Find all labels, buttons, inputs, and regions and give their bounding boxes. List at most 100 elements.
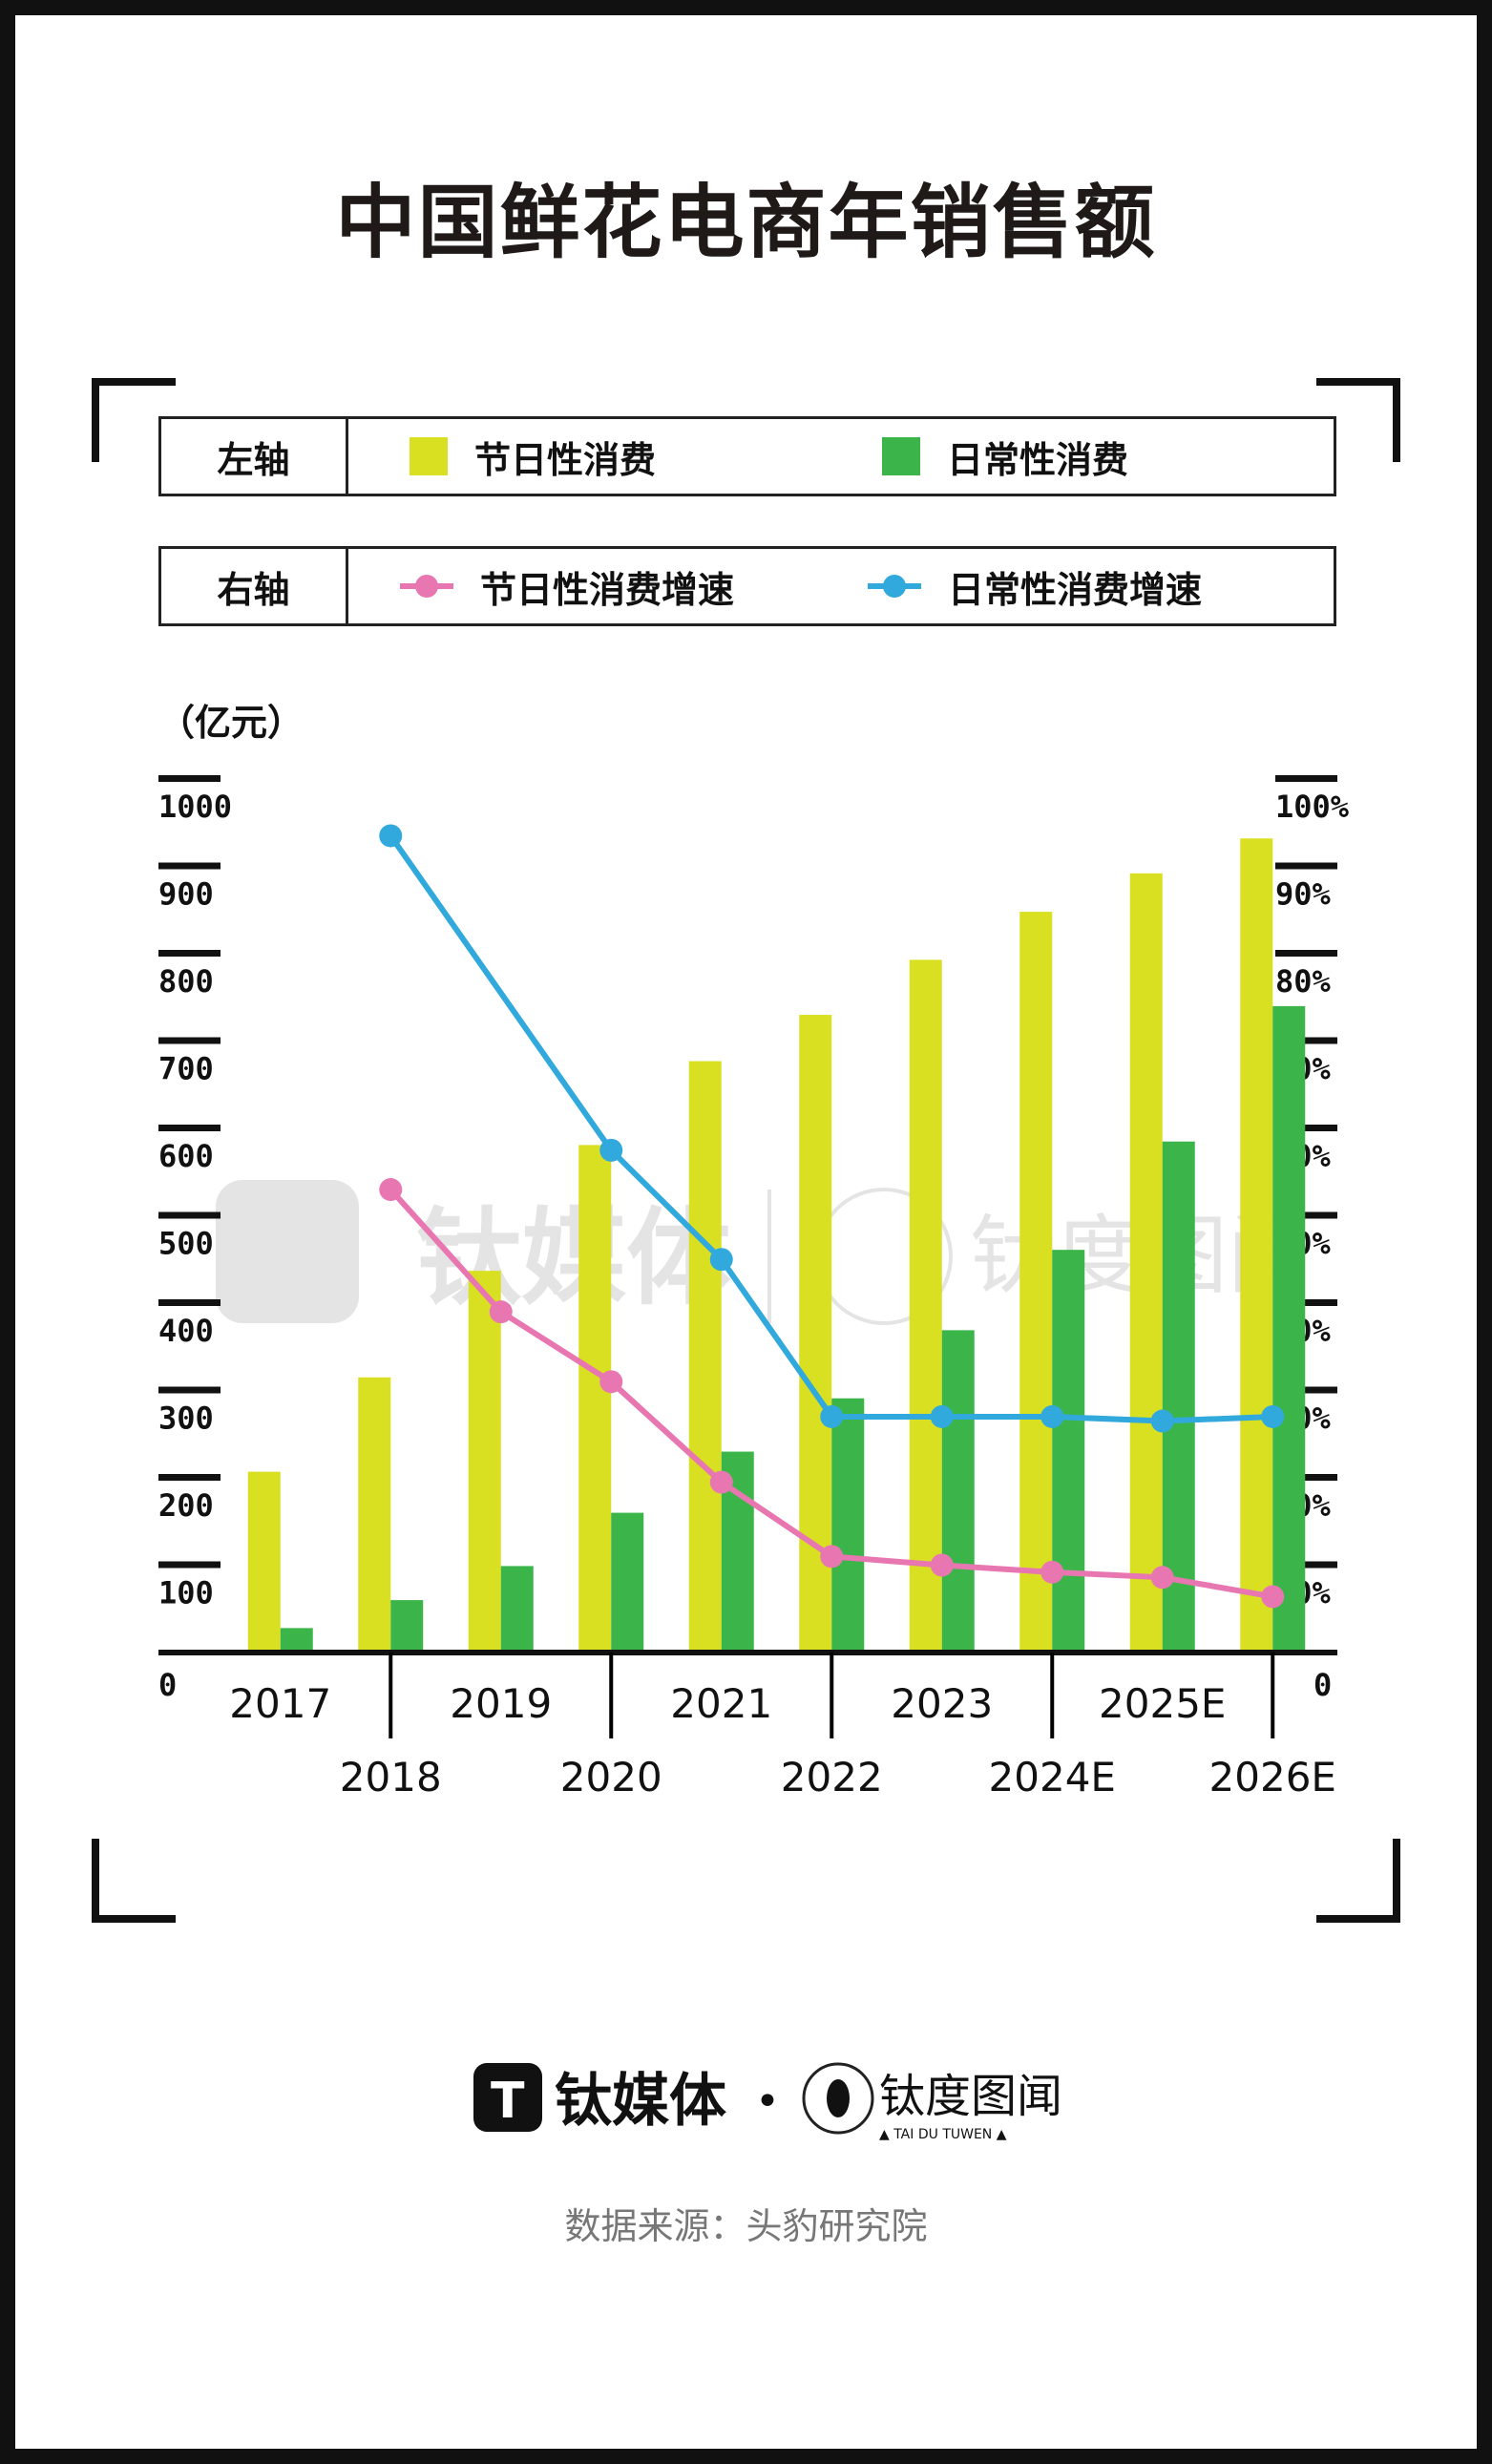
point-festival-growth — [489, 1300, 513, 1324]
point-daily-growth — [379, 824, 403, 848]
point-daily-growth — [709, 1248, 733, 1272]
x-axis-separator — [1271, 1653, 1275, 1738]
bar-daily — [611, 1512, 644, 1653]
left-axis-tick-label: 600 — [158, 1138, 214, 1174]
x-tick-label: 2020 — [560, 1754, 662, 1801]
right-axis-tick-mark — [1275, 1561, 1337, 1569]
legend-item-line-1: 节日性消费增速 — [400, 560, 734, 613]
bar-festival — [1129, 873, 1163, 1653]
left-axis-tick-mark — [158, 862, 221, 870]
point-daily-growth — [599, 1138, 623, 1162]
left-axis-tick-mark — [158, 1211, 221, 1219]
chart-area: 01002003004005006007008009001000010%20%3… — [158, 775, 1350, 1801]
x-tick-label: 2017 — [229, 1680, 331, 1727]
x-tick-label: 2026E — [1209, 1754, 1336, 1801]
right-axis-tick-mark — [1275, 1474, 1337, 1481]
bar-festival — [909, 959, 942, 1653]
bar-daily — [831, 1398, 865, 1653]
right-axis-tick-mark — [1275, 950, 1337, 957]
legend-line-festival-growth — [400, 575, 453, 598]
left-axis-tag: 左轴 — [161, 419, 348, 494]
left-axis-tick-label: 0 — [158, 1667, 177, 1703]
right-axis-tick-mark — [1275, 862, 1337, 870]
bar-festival — [1019, 912, 1053, 1653]
left-axis-tick-mark — [158, 950, 221, 957]
footer-logos: T 钛媒体 • 钛度图闻 ▲ TAI DU TUWEN ▲ — [473, 2062, 1062, 2142]
left-axis-tick-label: 900 — [158, 876, 214, 913]
legend-item-line-2: 日常性消费增速 — [868, 560, 1202, 613]
left-axis-tick-label: 200 — [158, 1487, 214, 1524]
x-tick-label: 2019 — [450, 1680, 552, 1727]
right-axis-tick-mark — [1275, 1299, 1337, 1306]
left-axis-tick-mark — [158, 1037, 221, 1044]
bar-festival — [468, 1271, 501, 1653]
left-axis-tick-label: 400 — [158, 1313, 214, 1349]
left-axis-tick-mark — [158, 1299, 221, 1306]
bar-daily — [941, 1330, 975, 1653]
x-tick-label: 2025E — [1099, 1680, 1226, 1727]
bar-festival — [688, 1061, 722, 1653]
bar-festival — [1240, 838, 1273, 1653]
legend-swatch-festival — [410, 437, 448, 475]
point-festival-growth — [1150, 1566, 1174, 1590]
brand2-eye-icon — [802, 2062, 874, 2135]
brand1-logo-icon — [473, 2063, 542, 2132]
svg-text:T: T — [491, 2073, 525, 2130]
line-daily-growth — [388, 833, 1273, 1424]
left-axis-tick-label: 300 — [158, 1400, 214, 1437]
left-axis-tick-mark — [158, 1125, 221, 1131]
footer-separator: • — [755, 2077, 780, 2126]
x-tick-label: 2024E — [989, 1754, 1116, 1801]
point-festival-growth — [599, 1370, 623, 1394]
point-festival-growth — [930, 1553, 954, 1577]
right-axis-tick-mark — [1275, 1125, 1337, 1131]
left-axis-tick-mark — [158, 1386, 221, 1394]
x-axis-separator — [1050, 1653, 1055, 1738]
left-axis-tick-mark — [158, 775, 221, 782]
x-axis-separator — [830, 1653, 834, 1738]
bar-festival — [578, 1145, 612, 1653]
footer-brand2-sub: ▲ TAI DU TUWEN ▲ — [879, 2127, 1007, 2142]
legend-label-daily-growth: 日常性消费增速 — [948, 568, 1203, 611]
watermark-logo-icon — [216, 1180, 359, 1323]
point-daily-growth — [1261, 1404, 1285, 1428]
footer-brand1: 钛媒体 — [555, 2068, 726, 2135]
point-festival-growth — [1040, 1560, 1064, 1584]
legend-label-daily: 日常性消费 — [947, 438, 1129, 481]
left-axis-tick-mark — [158, 1561, 221, 1569]
bar-daily — [280, 1628, 313, 1653]
x-axis-line — [158, 1650, 1337, 1655]
bar-daily — [1052, 1250, 1085, 1653]
right-axis-tick-label: 0 — [1313, 1667, 1332, 1703]
legend-left-axis: 左轴 节日性消费 日常性消费 — [158, 416, 1336, 496]
frame-corner-top-left — [92, 378, 176, 462]
point-festival-growth — [820, 1545, 844, 1569]
x-tick-label: 2023 — [891, 1680, 993, 1727]
legend-line-daily-growth — [868, 575, 921, 598]
x-axis-separator — [609, 1653, 614, 1738]
bar-daily — [1272, 1005, 1306, 1653]
legend-right-axis: 右轴 节日性消费增速 日常性消费增速 — [158, 546, 1336, 626]
bar-festival — [247, 1471, 281, 1653]
x-axis-separator — [389, 1653, 393, 1738]
right-axis-tick-label: 100% — [1275, 789, 1350, 825]
x-tick-label: 2022 — [781, 1754, 883, 1801]
left-axis-tick-label: 1000 — [158, 789, 232, 825]
left-axis-unit: （亿元） — [158, 702, 305, 744]
left-axis-tick-label: 800 — [158, 963, 214, 1000]
right-axis-tick-mark — [1275, 1037, 1337, 1044]
left-axis-tick-label: 700 — [158, 1051, 214, 1087]
frame-corner-bottom-right — [1316, 1839, 1400, 1923]
point-festival-growth — [709, 1470, 733, 1494]
point-daily-growth — [1040, 1404, 1064, 1428]
left-axis-tick-mark — [158, 1474, 221, 1481]
right-axis-tick-label: 90% — [1275, 876, 1332, 913]
left-axis-tick-label: 500 — [158, 1226, 214, 1262]
point-festival-growth — [1261, 1585, 1285, 1609]
right-axis-tag: 右轴 — [161, 549, 348, 623]
point-daily-growth — [1150, 1409, 1174, 1433]
point-daily-growth — [820, 1404, 844, 1428]
chart-title: 中国鲜花电商年销售额 — [335, 176, 1157, 269]
left-axis-tick-label: 100 — [158, 1575, 214, 1611]
frame-corner-bottom-left — [92, 1839, 176, 1923]
